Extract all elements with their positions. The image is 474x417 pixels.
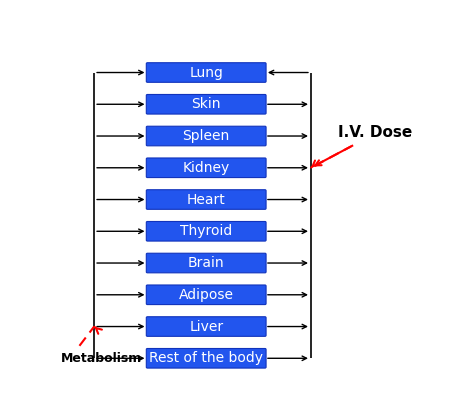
Text: Rest of the body: Rest of the body bbox=[149, 351, 263, 365]
Text: I.V. Dose: I.V. Dose bbox=[338, 126, 413, 141]
FancyBboxPatch shape bbox=[146, 349, 266, 368]
Text: Metabolism: Metabolism bbox=[61, 352, 142, 365]
FancyBboxPatch shape bbox=[146, 253, 266, 273]
Text: Kidney: Kidney bbox=[182, 161, 230, 175]
FancyBboxPatch shape bbox=[146, 126, 266, 146]
FancyBboxPatch shape bbox=[146, 221, 266, 241]
FancyBboxPatch shape bbox=[146, 317, 266, 337]
FancyBboxPatch shape bbox=[146, 285, 266, 304]
Text: Liver: Liver bbox=[189, 319, 223, 334]
FancyBboxPatch shape bbox=[146, 158, 266, 178]
Text: Adipose: Adipose bbox=[179, 288, 234, 302]
Text: Brain: Brain bbox=[188, 256, 225, 270]
FancyBboxPatch shape bbox=[146, 190, 266, 209]
FancyBboxPatch shape bbox=[146, 95, 266, 114]
Text: Heart: Heart bbox=[187, 193, 226, 206]
FancyBboxPatch shape bbox=[146, 63, 266, 82]
Text: Spleen: Spleen bbox=[182, 129, 230, 143]
Text: Skin: Skin bbox=[191, 97, 221, 111]
Text: Thyroid: Thyroid bbox=[180, 224, 232, 238]
Text: Lung: Lung bbox=[189, 65, 223, 80]
